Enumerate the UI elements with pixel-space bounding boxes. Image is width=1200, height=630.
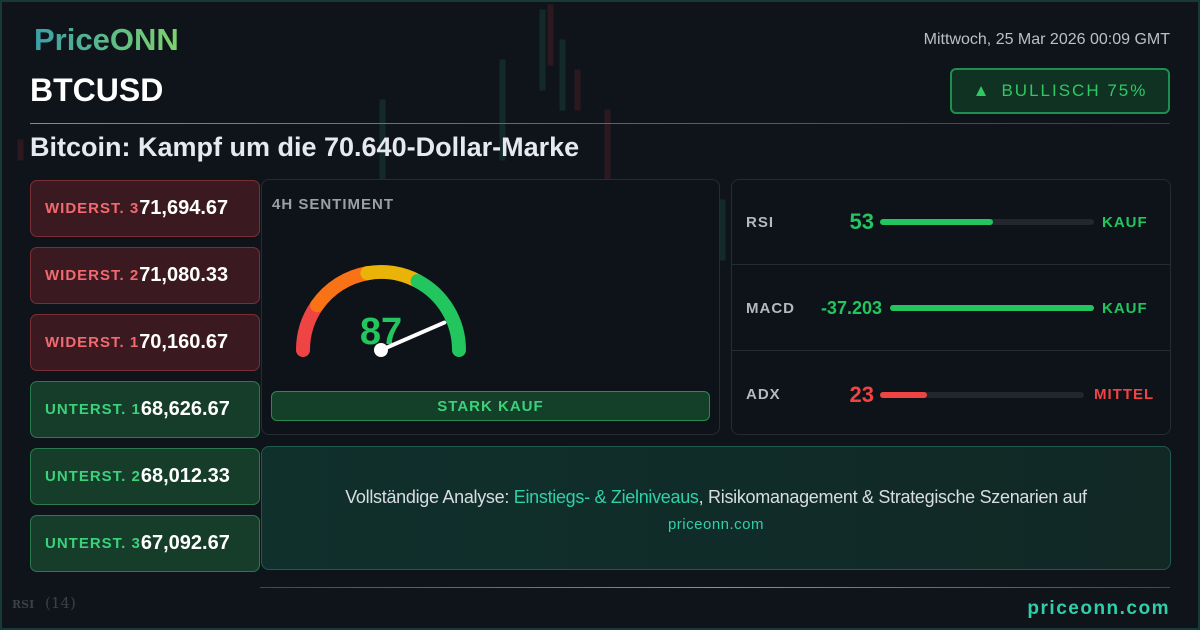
indicator-rsi: RSI 53 KAUF <box>732 180 1170 265</box>
level-value: 71,080.33 <box>139 264 229 286</box>
gauge-segment-orange <box>310 266 375 313</box>
indicators-card: RSI 53 KAUF MACD -37.203 KAUF ADX 23 MITTE… <box>731 179 1171 435</box>
level-value: 70,160.67 <box>139 331 229 353</box>
level-label: UNTERST. 1 <box>45 401 141 418</box>
bullish-badge: ▲ BULLISCH 75% <box>950 68 1170 114</box>
verdict-label: STARK KAUF <box>271 391 710 421</box>
indicator-bar <box>880 391 1084 398</box>
level-label: WIDERST. 3 <box>45 200 140 217</box>
gauge-segment-yellow <box>360 265 425 289</box>
gauge-segment-green <box>410 274 466 357</box>
indicator-bar-fill <box>880 391 927 398</box>
indicator-bar-fill <box>880 219 994 225</box>
sentiment-title: 4H SENTIMENT <box>272 196 395 213</box>
gauge-pivot <box>374 343 388 357</box>
support-level-3: UNTERST. 3 67,092.67 <box>30 515 260 572</box>
symbol-title: BTCUSD <box>30 72 164 108</box>
priceonn-logo: PriceONN <box>34 22 179 57</box>
level-value: 67,092.67 <box>140 532 230 554</box>
indicator-value: -37.203 <box>820 297 882 318</box>
background-rsi-label: RSI (14) <box>12 594 76 612</box>
cta-suffix: , Risikomanagement & Strategische Szenar… <box>698 487 1087 507</box>
level-label: UNTERST. 2 <box>45 468 141 485</box>
indicator-value: 23 <box>849 381 874 407</box>
gauge-needle <box>379 320 447 352</box>
level-value: 71,694.67 <box>139 197 229 219</box>
headline: Bitcoin: Kampf um die 70.640-Dollar-Mark… <box>30 132 580 162</box>
level-label: WIDERST. 2 <box>45 267 140 284</box>
indicator-value: 53 <box>849 209 874 234</box>
indicator-name: RSI <box>746 213 775 231</box>
footer-divider <box>260 587 1170 588</box>
header-divider <box>30 123 1170 124</box>
level-label: WIDERST. 1 <box>45 334 140 351</box>
cta-prefix: Vollständige Analyse: <box>345 487 514 507</box>
footer-link[interactable]: priceonn.com <box>1027 598 1170 619</box>
badge-label: BULLISCH 75% <box>1001 81 1148 100</box>
indicator-bar <box>890 305 1094 311</box>
sentiment-gauge: 87 <box>296 265 466 357</box>
indicator-signal: KAUF <box>1102 213 1148 231</box>
indicator-bar-fill <box>890 305 1094 311</box>
indicator-macd: MACD -37.203 KAUF <box>732 266 1170 351</box>
support-level-2: UNTERST. 2 68,012.33 <box>30 448 260 505</box>
sentiment-card: 4H SENTIMENT 87 STARK KAUF <box>261 179 720 435</box>
resistance-level-2: WIDERST. 2 71,080.33 <box>30 247 260 304</box>
indicator-signal: KAUF <box>1102 299 1148 317</box>
indicator-adx: ADX 23 MITTEL <box>732 352 1170 437</box>
indicator-signal: MITTEL <box>1094 386 1155 403</box>
indicator-name: MACD <box>746 299 795 317</box>
resistance-level-1: WIDERST. 1 70,160.67 <box>30 314 260 371</box>
level-label: UNTERST. 3 <box>45 535 141 552</box>
date-time: Mittwoch, 25 Mar 2026 00:09 GMT <box>923 31 1170 48</box>
cta-highlight: Einstiegs- & Zielniveaus <box>513 487 699 507</box>
support-level-1: UNTERST. 1 68,626.67 <box>30 381 260 438</box>
indicator-name: ADX <box>746 386 781 403</box>
triangle-up-icon: ▲ <box>972 81 992 100</box>
level-value: 68,626.67 <box>140 398 230 420</box>
level-value: 68,012.33 <box>140 465 230 487</box>
analysis-callout[interactable]: Vollständige Analyse: Einstiegs- & Zieln… <box>261 446 1171 570</box>
resistance-level-3: WIDERST. 3 71,694.67 <box>30 180 260 237</box>
cta-link[interactable]: priceonn.com <box>667 516 765 533</box>
gauge-segment-red <box>296 298 325 357</box>
indicator-bar <box>880 219 1094 225</box>
